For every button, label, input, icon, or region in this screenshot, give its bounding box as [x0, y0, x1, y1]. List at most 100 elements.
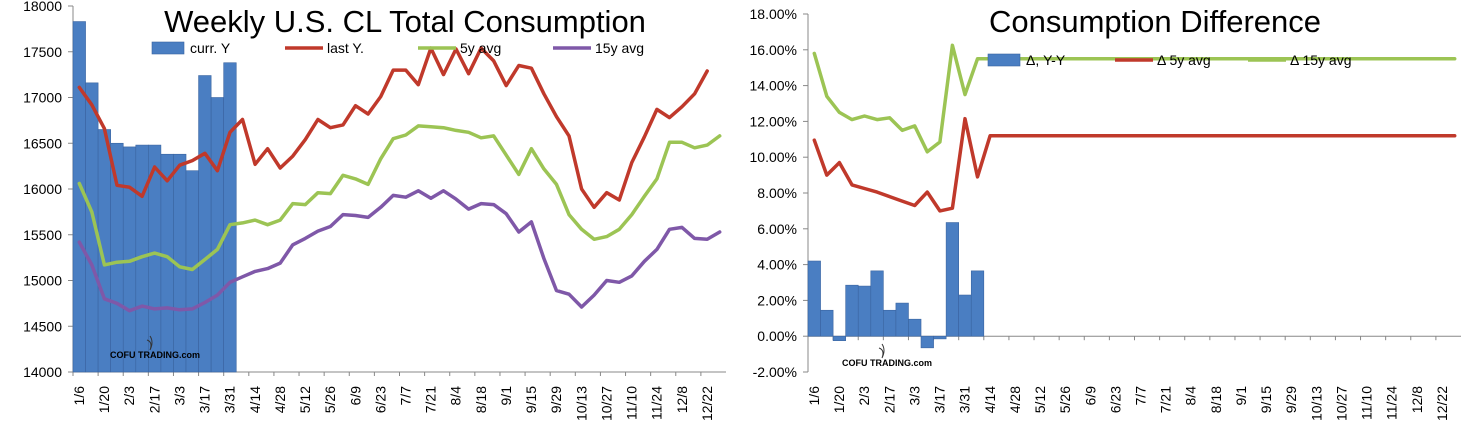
x-tick-label: 9/29 [1283, 386, 1299, 413]
bar [210, 97, 224, 373]
x-tick-label: 11/24 [649, 386, 665, 420]
x-tick-label: 10/13 [573, 386, 589, 421]
x-tick-label: 6/9 [347, 386, 363, 406]
watermark-logo: COFU TRADING.com [842, 343, 932, 368]
x-tick-label: 10/27 [1333, 386, 1349, 421]
watermark-text: COFU TRADING.com [842, 358, 932, 368]
y-tick-label: 17000 [23, 90, 62, 106]
x-tick-label: 3/31 [957, 386, 973, 413]
legend-label: Δ 5y avg [1157, 52, 1211, 68]
y-tick-label: 10.00% [750, 149, 797, 165]
x-tick-label: 5/26 [322, 386, 338, 413]
x-tick-label: 7/21 [1158, 386, 1174, 413]
x-tick-label: 9/15 [523, 386, 539, 413]
x-tick-label: 11/10 [624, 386, 640, 420]
bar [832, 335, 846, 341]
x-tick-label: 9/1 [498, 386, 514, 406]
y-tick-label: 18.00% [750, 6, 797, 22]
y-tick-label: 2.00% [757, 292, 797, 308]
series-line [77, 46, 709, 210]
x-tick-label: 3/3 [906, 386, 922, 406]
bar [883, 309, 897, 337]
y-tick-label: 16.00% [750, 42, 797, 58]
x-tick-label: 5/12 [1032, 386, 1048, 413]
consumption-chart: 18000 17500 17000 16500 16000 15500 15000 14500… [23, 0, 726, 421]
bar [920, 335, 934, 349]
bar [908, 318, 922, 337]
bar [160, 153, 174, 373]
x-tick-label: 1/6 [71, 386, 87, 406]
watermark-logo: COFU TRADING.com [110, 335, 200, 360]
y-tick-label: 15000 [23, 273, 62, 289]
series-line [77, 124, 722, 272]
wheat-icon [878, 343, 885, 359]
series-line [77, 189, 722, 313]
bar [185, 170, 199, 373]
bar [945, 222, 959, 337]
x-tick-label: 10/27 [598, 386, 614, 421]
bar [870, 270, 884, 337]
y-tick-label: 14000 [23, 364, 62, 380]
x-tick-label: 1/20 [96, 386, 112, 413]
y-tick-label: 16500 [23, 135, 62, 151]
x-tick-label: 7/7 [1132, 386, 1148, 406]
legend-label: Δ 15y avg [1290, 52, 1352, 68]
x-tick-label: 8/4 [448, 386, 464, 406]
y-tick-label: 0.00% [757, 328, 797, 344]
x-tick-label: 12/22 [699, 386, 715, 421]
legend-label: curr. Y [190, 40, 231, 56]
y-tick-label: 14.00% [750, 78, 797, 94]
x-tick-label: 10/13 [1308, 386, 1324, 421]
bar [958, 294, 972, 337]
y-tick-label: 15500 [23, 227, 62, 243]
x-tick-label: 2/17 [881, 386, 897, 413]
y-tick-label: 8.00% [757, 185, 797, 201]
x-tick-label: 9/15 [1258, 386, 1274, 413]
x-tick-label: 4/28 [1007, 386, 1023, 413]
x-tick-label: 7/7 [397, 386, 413, 406]
legend-swatch [151, 41, 185, 55]
legend-label: last Y. [327, 40, 364, 56]
watermark-text: COFU TRADING.com [110, 350, 200, 360]
x-tick-label: 5/12 [297, 386, 313, 413]
x-tick-label: 6/9 [1082, 386, 1098, 406]
y-tick-label: 14500 [23, 318, 62, 334]
left-chart-panel: 18000 17500 17000 16500 16000 15500 15000 14500… [23, 0, 726, 421]
x-tick-label: 6/23 [372, 386, 388, 413]
x-tick-label: 6/23 [1107, 386, 1123, 413]
y-tick-label: 6.00% [757, 221, 797, 237]
x-tick-label: 3/17 [932, 386, 948, 413]
x-tick-label: 2/3 [856, 386, 872, 406]
x-tick-label: 1/20 [831, 386, 847, 413]
x-tick-label: 11/24 [1384, 386, 1400, 420]
y-tick-label: 18000 [23, 0, 62, 14]
x-tick-label: 12/8 [1409, 386, 1425, 413]
bar [807, 260, 821, 337]
x-tick-label: 1/6 [806, 386, 822, 406]
bar [895, 302, 909, 337]
y-tick-label: 12.00% [750, 113, 797, 129]
x-tick-label: 9/29 [548, 386, 564, 413]
legend-label: Δ, Y-Y [1026, 52, 1066, 68]
y-tick-label: 17500 [23, 44, 62, 60]
x-tick-label: 11/10 [1359, 386, 1375, 420]
series-line [812, 116, 1457, 213]
bar [198, 75, 212, 373]
y-tick-label: -2.00% [753, 364, 797, 380]
x-tick-label: 3/3 [171, 386, 187, 406]
x-tick-label: 8/4 [1183, 386, 1199, 406]
difference-chart: 18.00% 16.00% 14.00% 12.00% 10.00% 8.00% 6.00%… [750, 4, 1461, 421]
wheat-icon [146, 335, 153, 351]
y-tick-label: 16000 [23, 181, 62, 197]
bar [857, 285, 872, 337]
x-tick-label: 12/22 [1434, 386, 1450, 421]
x-tick-label: 2/3 [121, 386, 137, 406]
chart-title: Weekly U.S. CL Total Consumption [164, 4, 646, 39]
x-tick-label: 2/17 [146, 386, 162, 413]
bar [845, 284, 859, 337]
legend-swatch [987, 53, 1021, 67]
x-tick-label: 12/8 [674, 386, 690, 413]
x-tick-label: 8/18 [1208, 386, 1224, 413]
legend-label: 15y avg [595, 40, 644, 56]
bar [820, 309, 834, 337]
